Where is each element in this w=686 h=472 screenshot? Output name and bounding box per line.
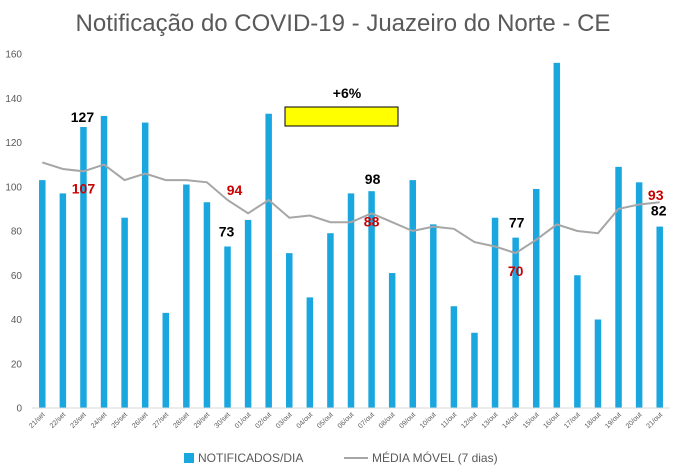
x-tick-label: 25/set <box>111 411 129 429</box>
line-data-label: 94 <box>227 182 243 198</box>
bar-data-label: 98 <box>365 171 381 187</box>
bar <box>141 122 149 409</box>
line-data-label: 93 <box>648 187 664 203</box>
bar <box>327 233 334 408</box>
bar <box>80 127 87 408</box>
bar <box>553 62 561 408</box>
bar <box>388 273 396 408</box>
y-tick-label: 60 <box>11 271 23 282</box>
y-tick-label: 100 <box>5 182 22 193</box>
x-tick-label: 29/set <box>193 411 211 429</box>
bar <box>347 193 355 408</box>
moving-average-line <box>41 161 660 255</box>
x-tick-label: 13/out <box>481 411 500 430</box>
bar <box>512 237 519 408</box>
y-tick-label: 140 <box>5 94 22 105</box>
x-tick-label: 26/set <box>131 411 149 429</box>
chart-title: Notificação do COVID-19 - Juazeiro do No… <box>76 10 611 37</box>
bar <box>39 180 46 408</box>
bar <box>450 306 458 408</box>
x-tick-label: 14/out <box>501 411 520 430</box>
x-tick-label: 01/out <box>234 411 253 430</box>
bar <box>491 217 499 408</box>
bar <box>594 319 602 408</box>
x-tick-label: 21/set <box>28 411 46 429</box>
line-data-label: 70 <box>508 263 524 279</box>
x-tick-label: 09/out <box>398 411 417 430</box>
x-tick-label: 24/set <box>90 411 108 429</box>
line-series-media-movel <box>41 161 660 255</box>
y-tick-label: 120 <box>5 138 22 149</box>
x-tick-label: 04/out <box>296 411 315 430</box>
bar <box>574 275 581 408</box>
x-tick-label: 19/out <box>604 411 623 430</box>
bar <box>368 191 375 408</box>
x-tick-label: 03/out <box>275 411 294 430</box>
x-tick-label: 21/out <box>645 411 664 430</box>
x-tick-label: 10/out <box>419 411 438 430</box>
y-tick-label: 20 <box>11 359 23 370</box>
bar-data-label: 127 <box>71 109 95 125</box>
y-tick-label: 40 <box>11 315 23 326</box>
x-tick-label: 15/out <box>522 411 541 430</box>
bar <box>265 113 272 409</box>
y-tick-label: 0 <box>16 404 22 415</box>
callout: +6% <box>284 85 399 127</box>
legend: NOTIFICADOS/DIA MÉDIA MÓVEL (7 dias) <box>184 450 498 465</box>
x-tick-label: 28/set <box>172 411 190 429</box>
bar <box>183 184 190 408</box>
x-tick-label: 12/out <box>460 411 479 430</box>
callout-text: +6% <box>333 85 362 101</box>
legend-label-media-movel: MÉDIA MÓVEL (7 dias) <box>372 450 498 465</box>
bar <box>59 193 67 408</box>
bar-data-label: 77 <box>509 215 525 231</box>
legend-swatch-notificados <box>184 453 194 463</box>
bar <box>121 217 128 408</box>
bar <box>532 188 540 408</box>
x-tick-label: 23/set <box>69 411 87 429</box>
x-tick-label: 20/out <box>625 411 644 430</box>
x-tick-label: 16/out <box>543 411 562 430</box>
bar <box>430 224 437 408</box>
bar <box>471 332 478 408</box>
data-labels: 127 98 73 77 82 107 94 88 70 93 <box>71 109 667 279</box>
bar <box>224 246 231 408</box>
x-tick-label: 22/set <box>49 411 67 429</box>
bar <box>306 297 314 408</box>
bar-data-label: 73 <box>219 223 235 239</box>
x-tick-label: 30/set <box>213 411 231 429</box>
x-tick-label: 07/out <box>357 411 376 430</box>
bar <box>286 253 293 408</box>
bar <box>615 166 622 408</box>
x-tick-label: 11/out <box>440 411 458 429</box>
x-tick-label: 05/out <box>316 411 335 430</box>
y-tick-label: 160 <box>5 50 22 61</box>
bar <box>656 226 663 408</box>
callout-highlight-box <box>284 106 399 127</box>
bar <box>162 312 170 408</box>
x-tick-label: 08/out <box>378 411 397 430</box>
y-axis: 0 20 40 60 80 100 120 140 160 <box>5 50 22 415</box>
x-tick-label: 02/out <box>254 411 273 430</box>
bar-data-label: 82 <box>651 203 667 219</box>
bar <box>244 219 252 408</box>
bar <box>635 182 643 408</box>
x-tick-label: 18/out <box>584 411 603 430</box>
bar <box>100 115 108 408</box>
x-axis: 21/set 22/set 23/set 24/set 25/set 26/set 27/s… <box>28 407 670 430</box>
x-tick-label: 27/set <box>152 411 170 429</box>
bar <box>203 202 211 408</box>
legend-label-notificados: NOTIFICADOS/DIA <box>198 451 303 465</box>
y-tick-label: 80 <box>11 227 23 238</box>
line-data-label: 88 <box>364 213 380 229</box>
x-tick-label: 17/out <box>563 411 582 430</box>
x-tick-label: 06/out <box>337 411 356 430</box>
bar <box>409 180 416 408</box>
line-data-label: 107 <box>72 180 96 196</box>
bar-series-notificados <box>39 62 663 409</box>
